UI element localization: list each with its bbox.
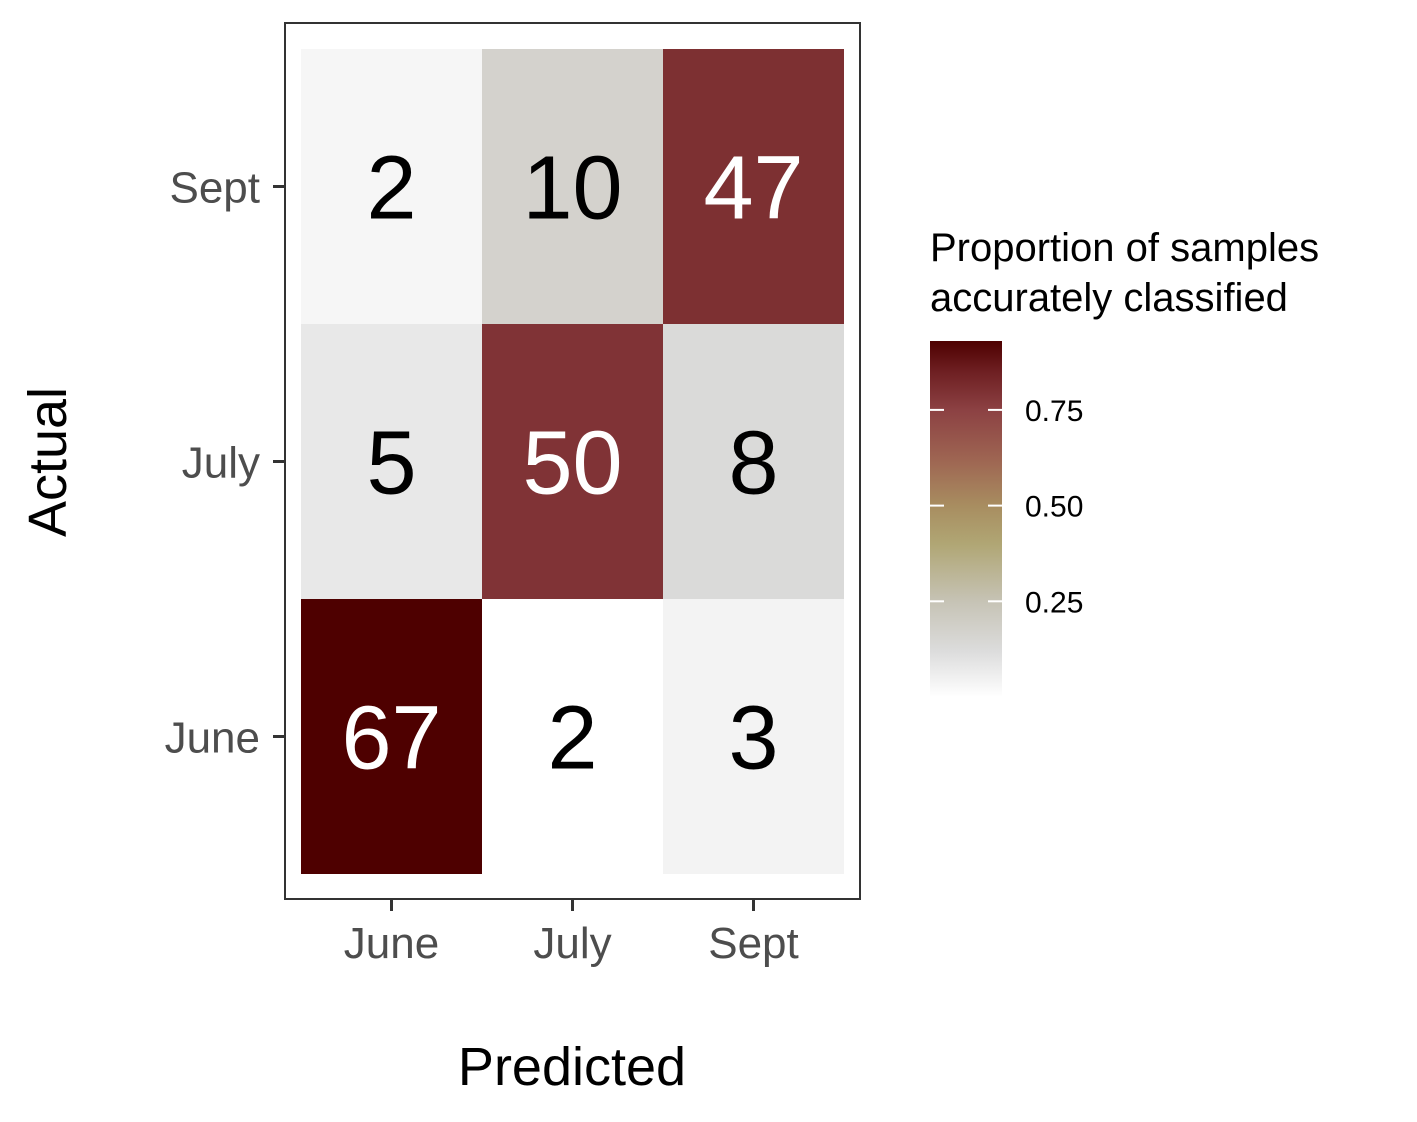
heatmap-cell-june-june xyxy=(301,599,482,874)
cell-count-label: 8 xyxy=(728,414,778,514)
x-tick-label-july: July xyxy=(533,919,611,968)
y-axis: June July Sept xyxy=(165,164,285,763)
cell-count-label: 3 xyxy=(728,689,778,789)
cell-count-label: 2 xyxy=(547,689,597,789)
legend-ticks: 0.25 0.50 0.75 xyxy=(930,395,1083,619)
x-axis-title: Predicted xyxy=(458,1037,686,1097)
cell-count-label: 50 xyxy=(522,414,622,514)
legend-colorbar xyxy=(930,341,1002,697)
cell-count-label: 2 xyxy=(366,139,416,239)
cell-count-label: 10 xyxy=(522,139,622,239)
x-tick-label-sept: Sept xyxy=(708,919,799,968)
heatmap-cell-sept-july xyxy=(482,49,663,324)
y-tick-label-july: July xyxy=(182,439,260,488)
legend-tick-label: 0.50 xyxy=(1025,491,1083,524)
y-tick-label-sept: Sept xyxy=(169,164,260,213)
color-legend: Proportion of samples accurately classif… xyxy=(930,226,1319,697)
heatmap-cells: 2 10 47 5 50 8 67 2 3 xyxy=(301,49,844,874)
cell-count-label: 47 xyxy=(703,139,803,239)
heatmap-cell-sept-june xyxy=(301,49,482,324)
heatmap-cell-june-sept xyxy=(663,599,844,874)
cell-count-label: 5 xyxy=(366,414,416,514)
heatmap-cell-july-june xyxy=(301,324,482,599)
legend-tick-label: 0.75 xyxy=(1025,395,1083,428)
x-axis: June July Sept xyxy=(344,899,799,968)
x-tick-label-june: June xyxy=(344,919,439,968)
heatmap-cell-july-july xyxy=(482,324,663,599)
legend-tick-label: 0.25 xyxy=(1025,586,1083,619)
heatmap-cell-sept-sept xyxy=(663,49,844,324)
cell-count-label: 67 xyxy=(341,689,441,789)
legend-title-line-1: Proportion of samples xyxy=(930,226,1319,270)
y-tick-label-june: June xyxy=(165,714,260,763)
y-axis-title: Actual xyxy=(18,387,78,537)
heatmap-cell-july-sept xyxy=(663,324,844,599)
legend-title-line-2: accurately classified xyxy=(930,276,1288,320)
heatmap-cell-june-july xyxy=(482,599,663,874)
